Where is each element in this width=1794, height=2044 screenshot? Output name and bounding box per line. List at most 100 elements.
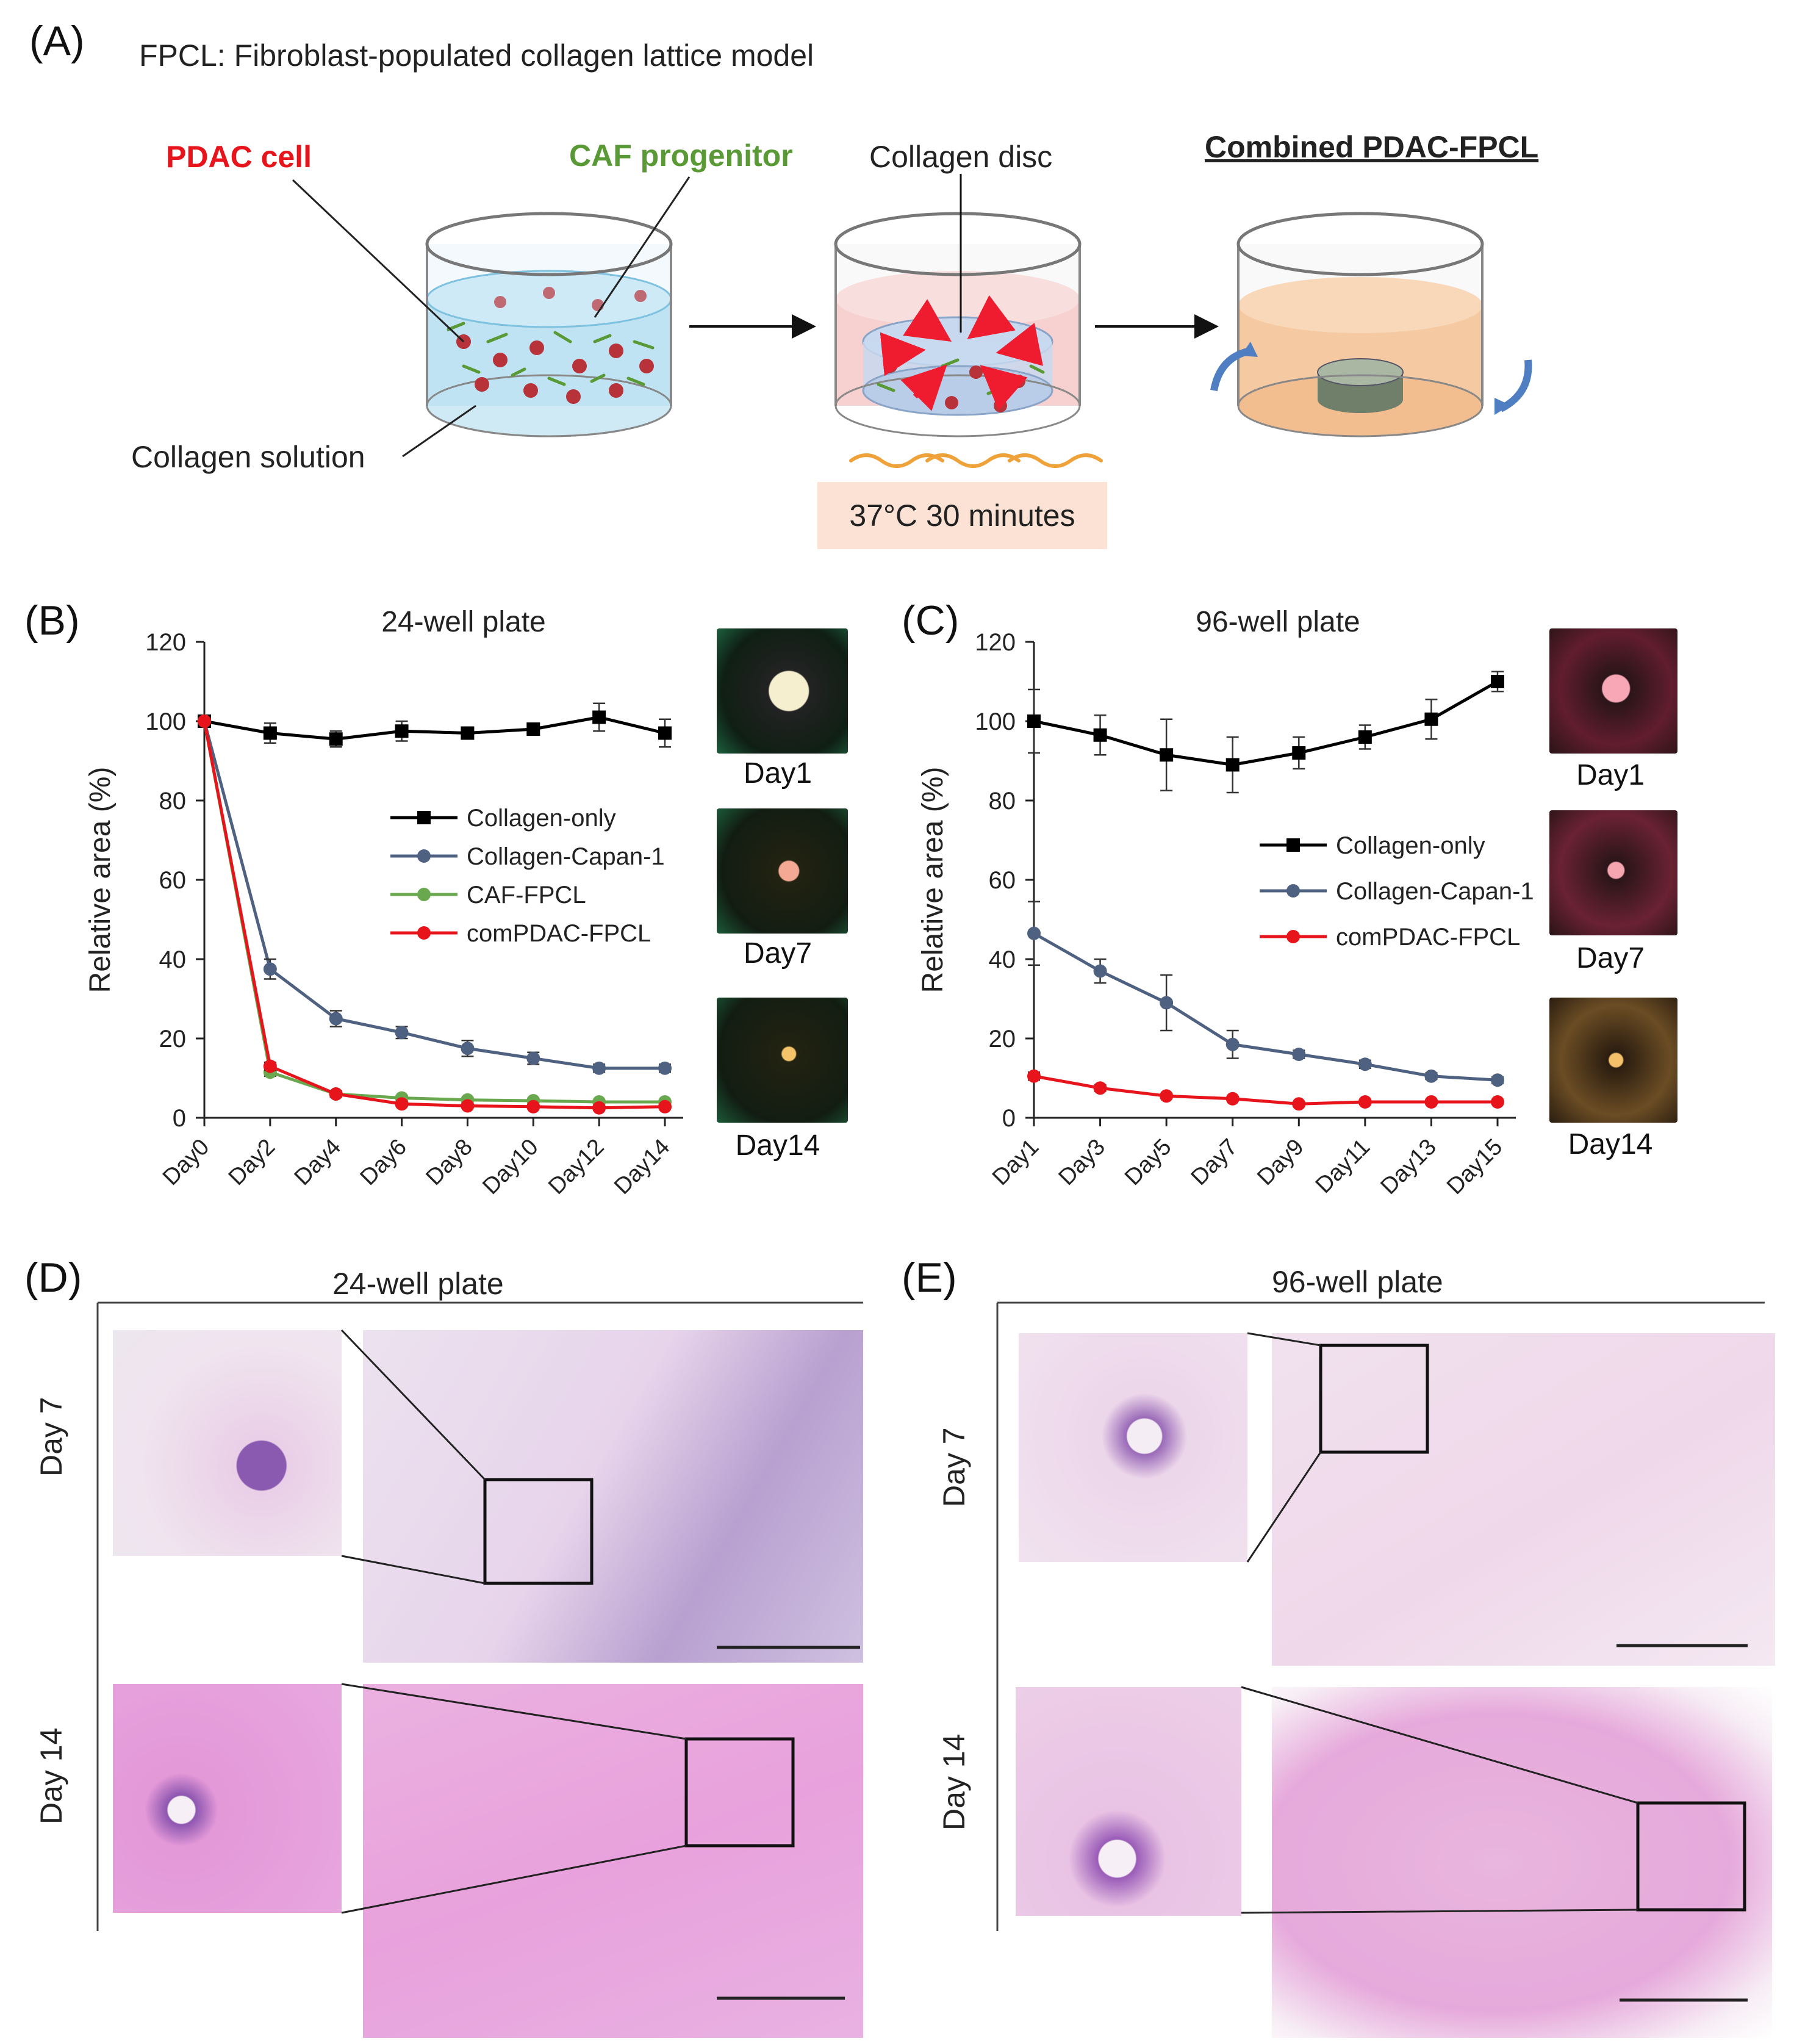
data-point	[329, 1087, 343, 1101]
thumb-b-day14	[717, 998, 848, 1123]
data-point	[1027, 926, 1041, 940]
legend-label: comPDAC-FPCL	[1336, 924, 1520, 951]
series-collagen-capan-1	[198, 714, 672, 1075]
data-point	[658, 1061, 672, 1075]
data-point	[1027, 1069, 1041, 1083]
thumb-c-day14	[1549, 998, 1677, 1123]
data-point	[1160, 748, 1174, 762]
data-point	[658, 1099, 672, 1114]
y-tick-label: 80	[989, 788, 1016, 815]
thumb-b-day1	[717, 628, 848, 754]
data-point	[263, 962, 277, 976]
chart-title: 96-well plate	[1196, 606, 1360, 638]
y-tick-label: 60	[159, 867, 187, 894]
series-collagen-only	[1027, 671, 1504, 794]
y-tick-label: 80	[159, 788, 187, 815]
data-point	[1027, 714, 1041, 728]
data-point	[329, 1012, 343, 1026]
thumb-b-day7-label: Day7	[743, 937, 813, 970]
y-tick-label: 100	[975, 708, 1016, 735]
series-compdac-fpcl	[1027, 1069, 1504, 1111]
data-point	[198, 714, 211, 728]
data-point	[1424, 1095, 1438, 1109]
thumb-c-day1	[1549, 628, 1677, 754]
panel-d-letter: (D)	[24, 1254, 82, 1301]
data-point	[1358, 1095, 1372, 1109]
data-point	[263, 1059, 277, 1073]
y-axis-label: Relative area (%)	[917, 767, 949, 993]
data-point	[592, 710, 606, 724]
data-point	[1225, 1092, 1240, 1106]
legend-label: Collagen-Capan-1	[1336, 878, 1534, 905]
data-point	[1424, 1069, 1438, 1083]
data-point	[526, 1051, 540, 1065]
y-tick-label: 120	[145, 629, 186, 656]
series-collagen-capan-1	[1027, 901, 1504, 1087]
legend-marker	[417, 888, 431, 901]
thumb-b-day7	[717, 808, 848, 934]
y-tick-label: 0	[173, 1105, 186, 1132]
data-point	[395, 724, 409, 738]
thumb-c-day7-label: Day7	[1576, 942, 1645, 974]
data-point	[1292, 746, 1306, 760]
panel-b-letter: (B)	[24, 597, 80, 644]
legend-marker	[1286, 930, 1300, 943]
data-point	[1225, 1037, 1240, 1051]
data-point	[592, 1101, 606, 1115]
data-point	[526, 722, 540, 736]
series-line	[203, 721, 665, 1070]
panel-a-diagram	[292, 174, 1532, 468]
series-line	[203, 721, 666, 1110]
panel-c-letter: (C)	[902, 597, 960, 644]
data-point	[1424, 712, 1438, 726]
legend-label: comPDAC-FPCL	[467, 920, 651, 947]
thumb-b-day14-label: Day14	[735, 1129, 820, 1162]
data-point	[592, 1061, 606, 1075]
y-tick-label: 40	[159, 946, 187, 973]
thumb-c-day14-label: Day14	[1568, 1128, 1653, 1161]
histology-e-day7	[1272, 1333, 1775, 1666]
panel-e-letter: (E)	[902, 1254, 957, 1301]
chart-title: 24-well plate	[381, 606, 545, 638]
data-point	[526, 1099, 540, 1114]
panel-a-title: FPCL: Fibroblast-populated collagen latt…	[139, 38, 814, 73]
series-line	[204, 715, 666, 741]
data-point	[1160, 996, 1174, 1010]
legend-marker	[1286, 884, 1300, 898]
series-line	[1033, 680, 1499, 767]
heat-waves	[849, 453, 1103, 468]
data-point	[1491, 675, 1504, 688]
thumb-c-day7	[1549, 810, 1677, 935]
series-compdac-fpcl	[198, 714, 672, 1115]
data-point	[1093, 728, 1107, 742]
data-point	[329, 732, 343, 746]
legend-label: Collagen-Capan-1	[467, 843, 665, 870]
data-point	[1358, 1057, 1372, 1071]
y-tick-label: 20	[159, 1026, 187, 1053]
panel-e-title: 96-well plate	[1272, 1265, 1443, 1299]
histology-e-day14	[1272, 1687, 1772, 2038]
legend-label: Collagen-only	[1336, 832, 1485, 859]
y-tick-label: 20	[989, 1026, 1016, 1053]
y-axis-label: Relative area (%)	[84, 767, 117, 993]
label-caf-progenitor: CAF progenitor	[569, 139, 793, 173]
legend-marker	[417, 811, 431, 824]
panel-d-title: 24-well plate	[332, 1267, 504, 1301]
histology-d-day14-inset	[113, 1684, 342, 1913]
legend-marker	[417, 926, 431, 940]
panel-d-zoom-boxes	[340, 1329, 860, 2000]
y-tick-label: 40	[989, 946, 1016, 973]
label-incubation: 37°C 30 minutes	[817, 482, 1107, 549]
histology-e-day7-inset	[1019, 1333, 1247, 1562]
y-tick-label: 120	[975, 629, 1016, 656]
y-tick-label: 0	[1002, 1105, 1016, 1132]
series-line	[1033, 932, 1498, 1082]
data-point	[1093, 1081, 1107, 1095]
series-line	[1033, 1074, 1498, 1106]
panel-a-letter: (A)	[29, 18, 85, 64]
label-collagen-solution: Collagen solution	[131, 440, 365, 474]
legend-label: Collagen-only	[467, 805, 616, 832]
data-point	[1358, 730, 1372, 744]
dish-collagen-disc	[834, 212, 1082, 437]
